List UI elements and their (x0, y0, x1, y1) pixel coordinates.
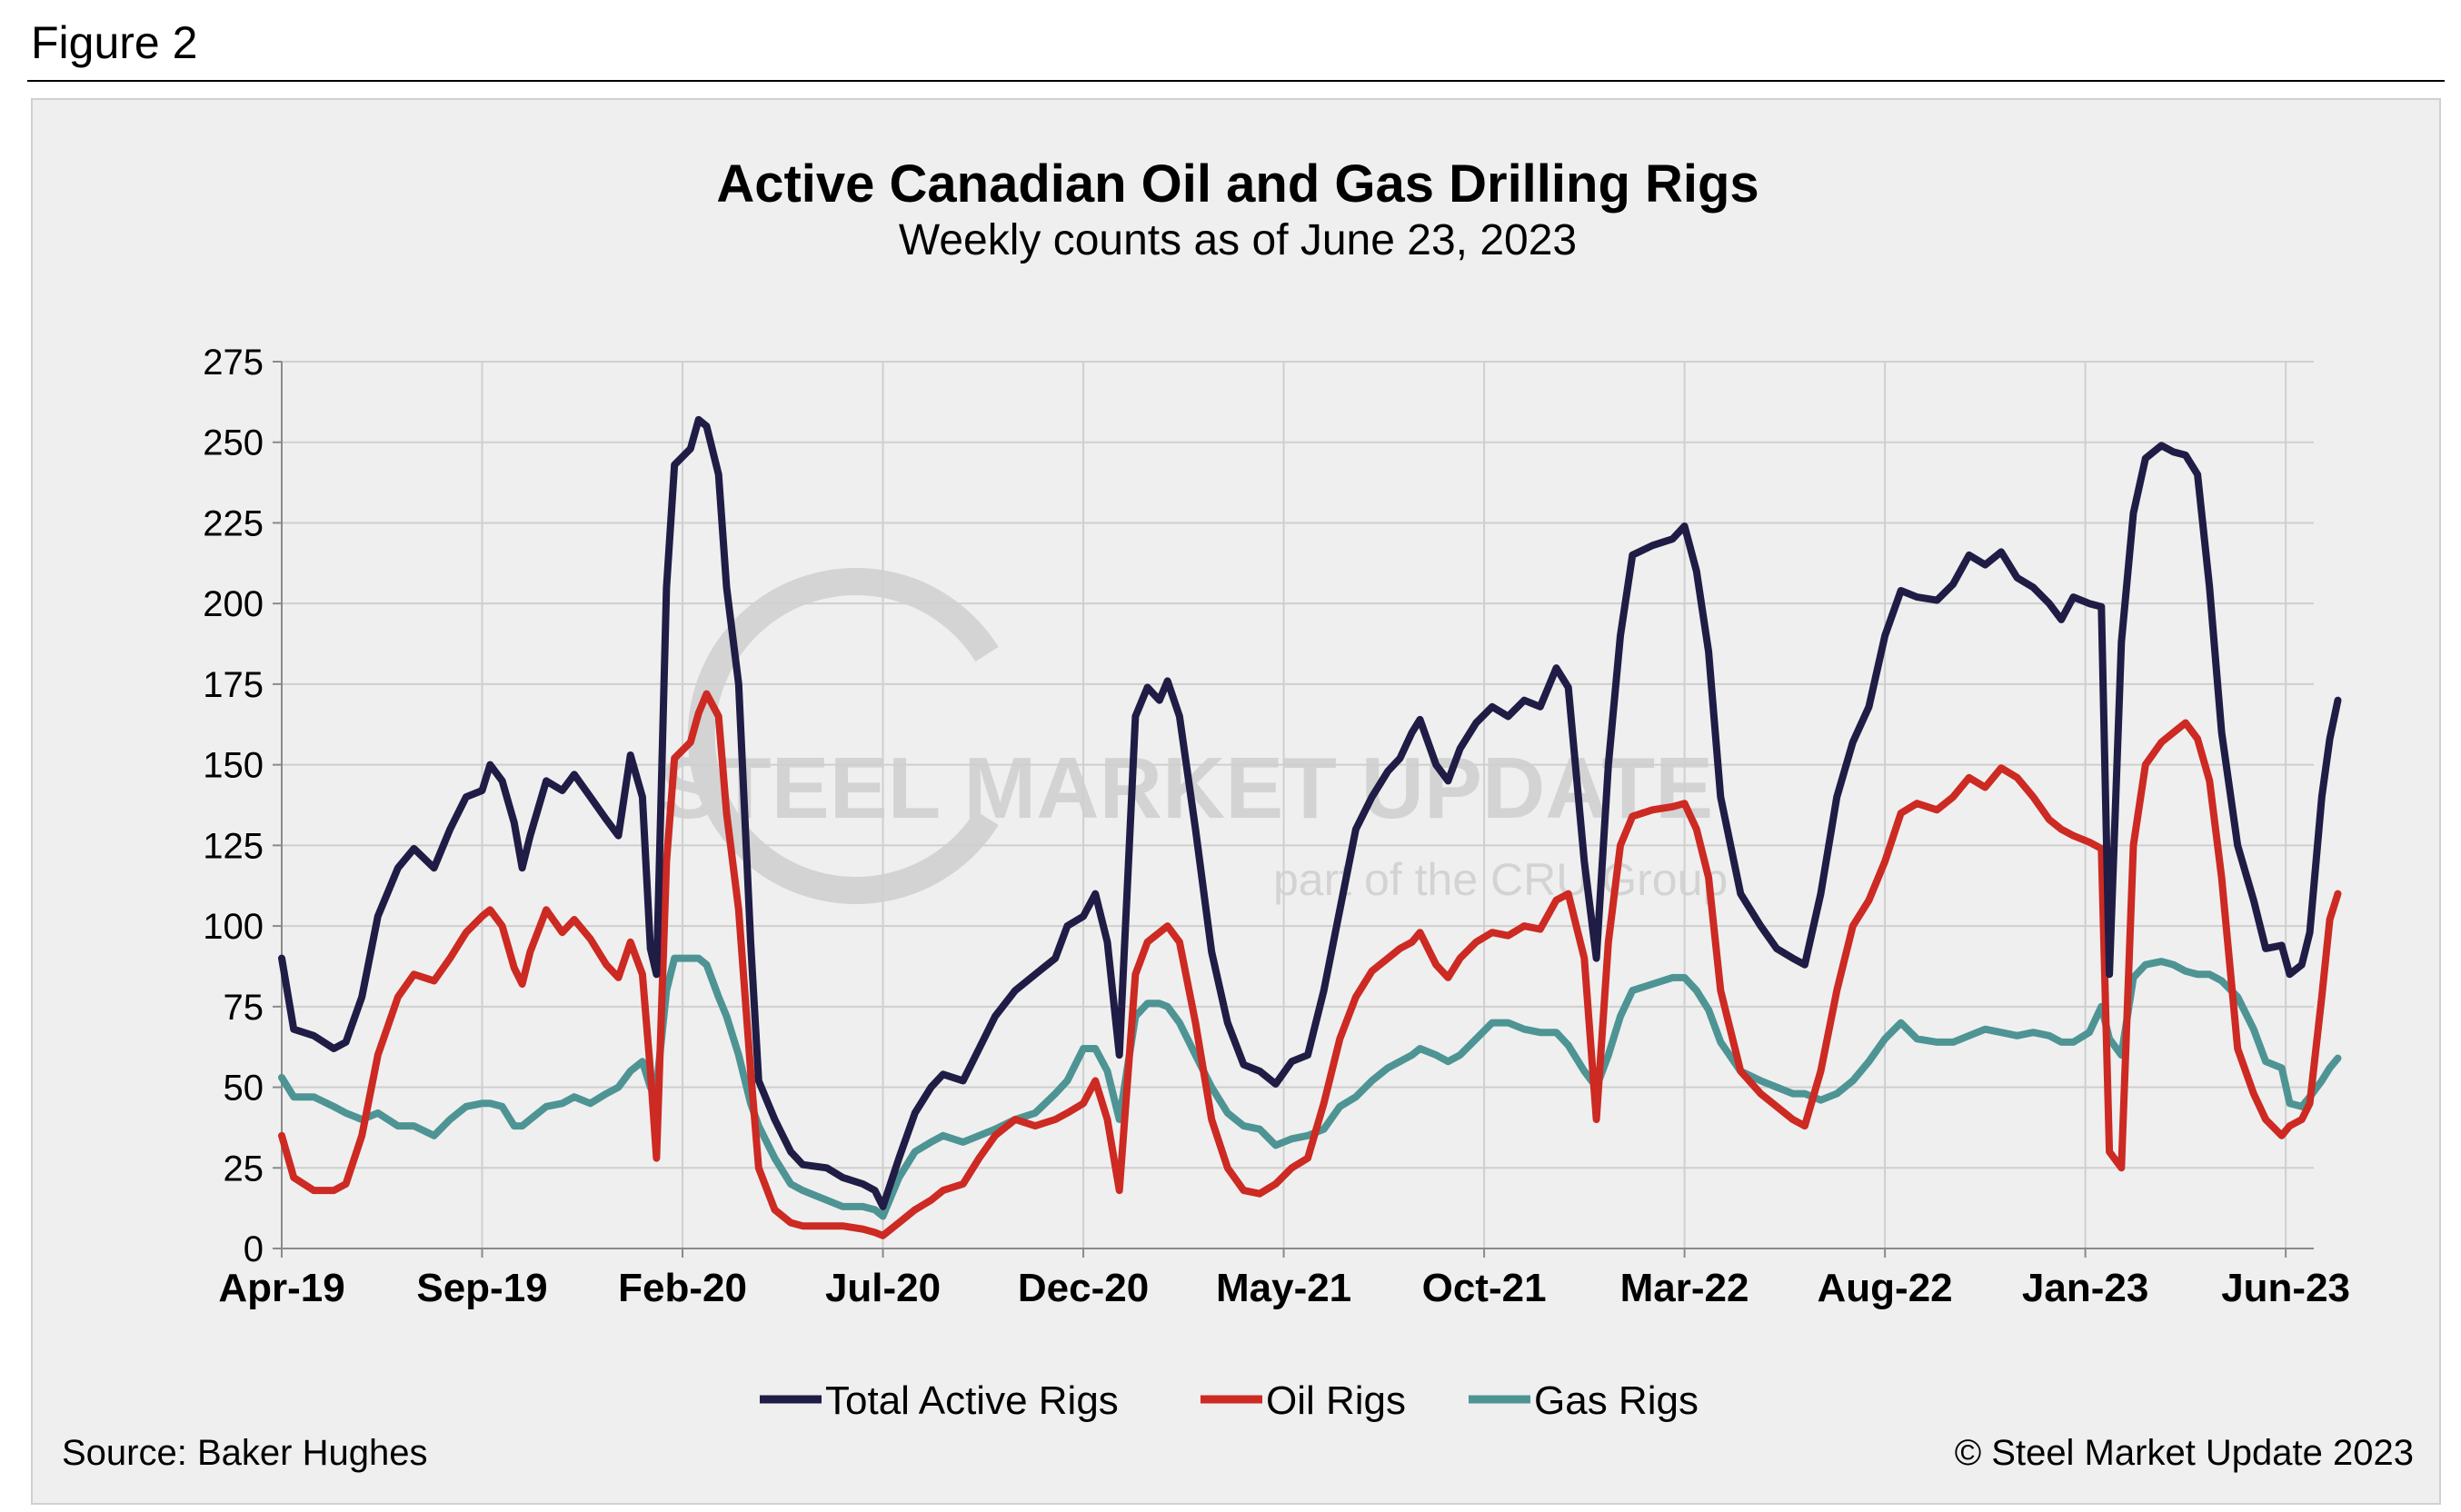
y-tick-label: 50 (224, 1069, 264, 1109)
line-chart: STEEL MARKET UPDATE part of the CRU Grou… (62, 154, 2414, 1473)
y-tick-label: 25 (224, 1149, 264, 1189)
y-tick-label: 175 (203, 665, 264, 705)
legend: Total Active Rigs Oil Rigs Gas Rigs (760, 1378, 1699, 1423)
series-line-oil (278, 690, 2342, 1239)
legend-label-total: Total Active Rigs (825, 1378, 1119, 1423)
x-tick-label: Jan-23 (2022, 1266, 2148, 1310)
series-line-gas (278, 954, 2342, 1220)
y-tick-label: 150 (203, 746, 264, 786)
x-tick-label: Oct-21 (1422, 1266, 1547, 1310)
x-tick-label: Apr-19 (218, 1266, 344, 1310)
x-tick-label: Jun-23 (2221, 1266, 2350, 1310)
watermark-arc (687, 568, 999, 904)
x-tick-label: Mar-22 (1620, 1266, 1749, 1310)
y-tick-label: 125 (203, 826, 264, 866)
legend-label-oil: Oil Rigs (1266, 1378, 1406, 1423)
watermark: STEEL MARKET UPDATE part of the CRU Grou… (660, 568, 1728, 905)
source-note: Source: Baker Hughes (62, 1433, 427, 1473)
y-tick-label: 225 (203, 503, 264, 543)
y-tick-label: 0 (244, 1229, 264, 1269)
y-tick-label: 275 (203, 343, 264, 383)
chart-panel: STEEL MARKET UPDATE part of the CRU Grou… (31, 98, 2441, 1505)
x-tick-label: Sep-19 (416, 1266, 547, 1310)
legend-label-gas: Gas Rigs (1534, 1378, 1699, 1423)
figure-rule (27, 80, 2445, 82)
chart-subtitle: Weekly counts as of June 23, 2023 (899, 216, 1577, 264)
series-line-total (278, 415, 2342, 1210)
y-tick-label: 100 (203, 907, 264, 947)
x-tick-label: Feb-20 (618, 1266, 747, 1310)
y-axis: 0 25 50 75 100 125 150 175 200 225 250 275 (203, 343, 282, 1269)
x-tick-label: May-21 (1216, 1266, 1351, 1310)
chart-title: Active Canadian Oil and Gas Drilling Rig… (716, 154, 1759, 214)
y-tick-label: 75 (224, 988, 264, 1028)
x-tick-label: Dec-20 (1018, 1266, 1149, 1310)
y-tick-label: 200 (203, 584, 264, 624)
y-tick-label: 250 (203, 423, 264, 463)
x-tick-label: Aug-22 (1818, 1266, 1953, 1310)
figure-label: Figure 2 (31, 17, 198, 68)
series-group (278, 415, 2342, 1239)
x-tick-label: Jul-20 (825, 1266, 941, 1310)
copyright-note: © Steel Market Update 2023 (1955, 1433, 2414, 1473)
x-axis: Apr-19 Sep-19 Feb-20 Jul-20 Dec-20 May-21 Oct-… (218, 1248, 2350, 1310)
